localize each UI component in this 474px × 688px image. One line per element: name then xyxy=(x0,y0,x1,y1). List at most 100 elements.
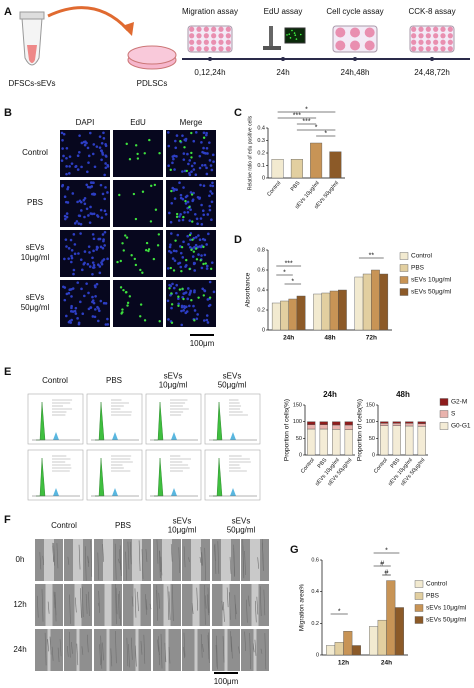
legend-swatch xyxy=(439,398,449,406)
nucleus xyxy=(172,189,176,192)
nucleus xyxy=(100,141,104,145)
nucleus xyxy=(99,245,103,249)
nucleus xyxy=(193,245,196,249)
well xyxy=(440,33,446,39)
nucleus xyxy=(103,244,106,247)
dish-top xyxy=(127,45,177,65)
nucleus xyxy=(98,146,102,149)
nucleus xyxy=(172,286,176,290)
column-label: 10μg/ml xyxy=(159,381,188,390)
nucleus xyxy=(70,162,74,165)
nucleus xyxy=(168,211,171,215)
bar xyxy=(380,423,389,426)
y-tick-label: 50 xyxy=(296,436,302,442)
edu-cell xyxy=(183,146,186,149)
cell-streak xyxy=(145,594,147,615)
significance-label: * xyxy=(291,278,294,285)
y-axis-label: Absorbance xyxy=(245,272,252,307)
nucleus xyxy=(197,234,200,237)
nucleus xyxy=(211,184,215,188)
cell-streak xyxy=(88,591,90,617)
nucleus xyxy=(92,263,96,267)
nucleus xyxy=(175,249,178,253)
nucleus xyxy=(194,131,198,134)
scratch-gap xyxy=(250,539,260,581)
cell-streak xyxy=(39,552,42,570)
nucleus xyxy=(175,283,179,287)
scratch-gap xyxy=(104,584,112,626)
nucleus xyxy=(181,170,184,173)
cell-streak xyxy=(145,549,148,562)
legend-label: sEVs 50μg/ml xyxy=(426,617,467,624)
edu-cell xyxy=(190,151,193,155)
nucleus xyxy=(65,212,69,215)
nucleus xyxy=(103,197,107,201)
column-label: 10μg/ml xyxy=(168,526,197,535)
assay-times: 0,12,24h xyxy=(194,68,225,77)
nucleus xyxy=(67,257,70,260)
edu-cell xyxy=(185,258,188,262)
nucleus xyxy=(170,201,174,205)
nucleus xyxy=(79,232,82,235)
bar xyxy=(369,626,379,656)
column-label: sEVs xyxy=(223,372,242,381)
well xyxy=(425,33,431,39)
nucleus xyxy=(179,265,183,269)
well xyxy=(225,26,231,32)
nucleus xyxy=(208,208,212,212)
bar xyxy=(344,424,353,430)
g2-peak xyxy=(112,432,118,440)
nucleus xyxy=(69,238,73,242)
cell-streak xyxy=(157,639,159,652)
nucleus xyxy=(83,143,87,147)
cell-streak xyxy=(68,631,71,658)
nucleus xyxy=(208,159,212,162)
nucleus xyxy=(100,216,104,219)
cell-streak xyxy=(110,648,113,667)
cell-streak xyxy=(238,646,240,654)
bar xyxy=(344,429,353,456)
nucleus xyxy=(206,213,210,216)
nucleus xyxy=(95,145,99,148)
bar xyxy=(288,298,298,331)
edu-cell xyxy=(190,298,193,302)
nucleus xyxy=(104,212,108,216)
well xyxy=(203,46,209,52)
well xyxy=(196,33,202,39)
nucleus xyxy=(174,139,177,143)
nucleus xyxy=(63,214,67,218)
y-tick-label: 0.4 xyxy=(311,589,319,595)
nucleus xyxy=(92,212,96,216)
nucleus xyxy=(89,131,92,135)
row-label: 50μg/ml xyxy=(21,303,50,312)
nucleus xyxy=(205,267,209,270)
nucleus xyxy=(198,196,202,200)
timeline-dot xyxy=(208,57,212,61)
nucleus xyxy=(196,313,199,316)
edu-cell xyxy=(153,183,157,187)
edu-cell xyxy=(124,234,127,237)
edu-cell xyxy=(158,152,161,155)
nucleus xyxy=(87,214,90,217)
nucleus xyxy=(90,185,94,188)
cell-streak xyxy=(264,633,267,670)
bar xyxy=(334,642,344,656)
well xyxy=(211,39,217,45)
cell-streak xyxy=(102,544,104,562)
scratch-gap xyxy=(47,629,51,671)
legend-label: sEVs 10μg/ml xyxy=(426,605,467,612)
cell-streak xyxy=(127,541,130,570)
edu-cell xyxy=(150,184,153,188)
nucleus xyxy=(183,138,187,142)
cell-streak xyxy=(117,593,120,619)
scratch-gap xyxy=(44,539,54,581)
bar xyxy=(417,421,426,424)
y-axis-label: Migration area% xyxy=(299,584,306,632)
cell-streak xyxy=(183,546,186,568)
nucleus xyxy=(177,219,181,222)
nucleus xyxy=(182,309,185,312)
scratch-gap xyxy=(221,539,231,581)
nucleus xyxy=(175,291,178,295)
well xyxy=(433,46,439,52)
well xyxy=(411,33,417,39)
